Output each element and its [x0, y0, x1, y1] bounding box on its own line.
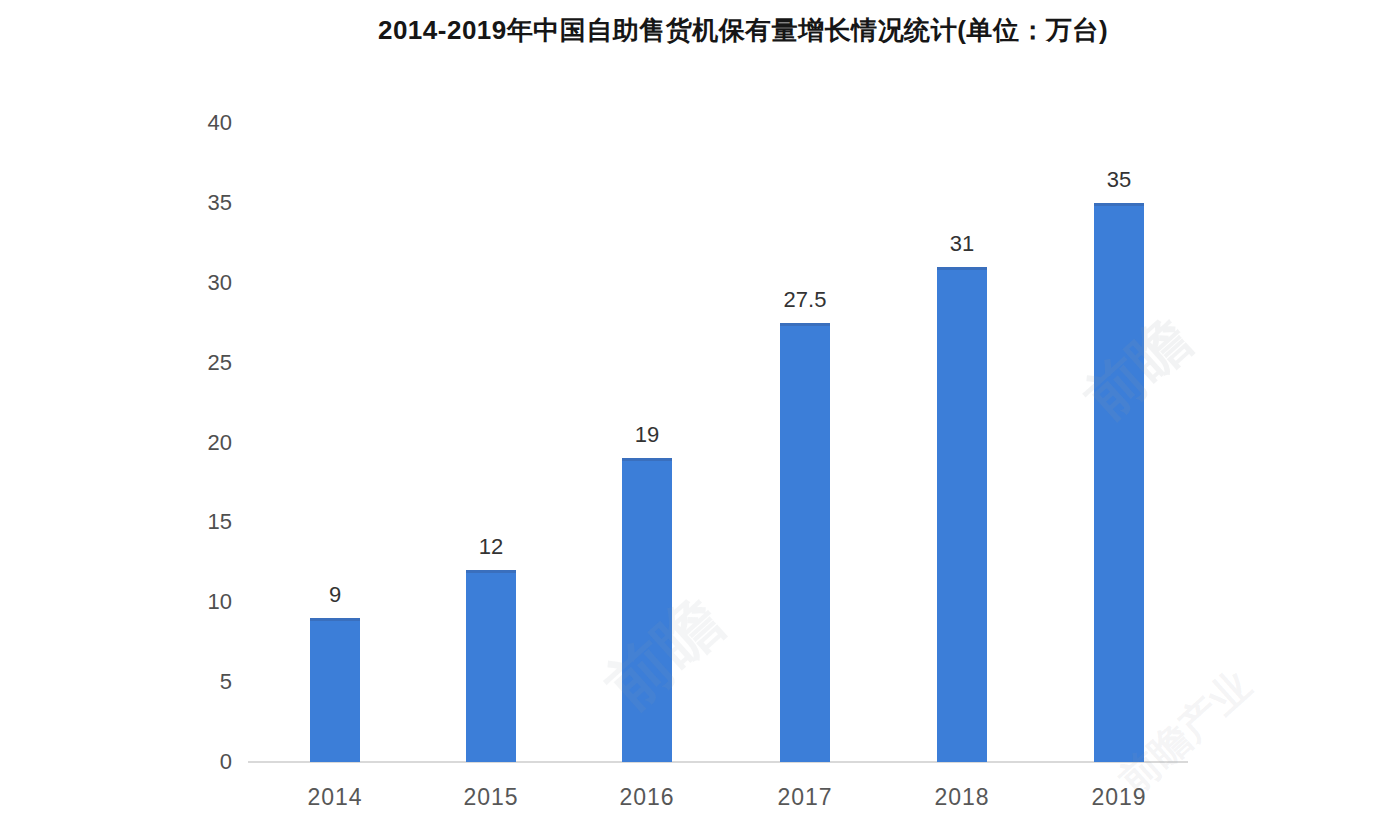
y-axis-tick-label: 30	[140, 270, 232, 296]
y-axis-tick-label: 0	[140, 749, 232, 775]
x-axis-tick-label: 2016	[619, 784, 674, 811]
y-axis-tick-label: 35	[140, 190, 232, 216]
chart-container: 2014-2019年中国自助售货机保有量增长情况统计(单位：万台) 0 5 10 15…	[0, 0, 1400, 836]
bar-2019	[1094, 203, 1144, 762]
bar-value-label: 31	[950, 231, 974, 257]
x-axis-line	[248, 761, 1188, 763]
x-axis-tick-label: 2015	[463, 784, 518, 811]
bar-2016	[622, 458, 672, 762]
x-axis-tick-label: 2019	[1091, 784, 1146, 811]
y-axis-tick-label: 25	[140, 350, 232, 376]
bar-value-label: 12	[479, 534, 503, 560]
bar-value-label: 27.5	[784, 287, 827, 313]
y-axis-tick-label: 10	[140, 589, 232, 615]
y-axis-tick-label: 5	[140, 669, 232, 695]
bar-2017	[780, 323, 830, 762]
bar-value-label: 19	[635, 422, 659, 448]
chart-title: 2014-2019年中国自助售货机保有量增长情况统计(单位：万台)	[86, 13, 1400, 48]
y-axis-tick-label: 40	[140, 110, 232, 136]
bar-value-label: 35	[1107, 167, 1131, 193]
bar-2015	[466, 570, 516, 762]
bar-2014	[310, 618, 360, 762]
x-axis-tick-label: 2018	[934, 784, 989, 811]
x-axis-tick-label: 2014	[307, 784, 362, 811]
bar-2018	[937, 267, 987, 762]
y-axis-tick-label: 15	[140, 509, 232, 535]
x-axis-tick-label: 2017	[777, 784, 832, 811]
y-axis-tick-label: 20	[140, 430, 232, 456]
bar-value-label: 9	[329, 582, 341, 608]
